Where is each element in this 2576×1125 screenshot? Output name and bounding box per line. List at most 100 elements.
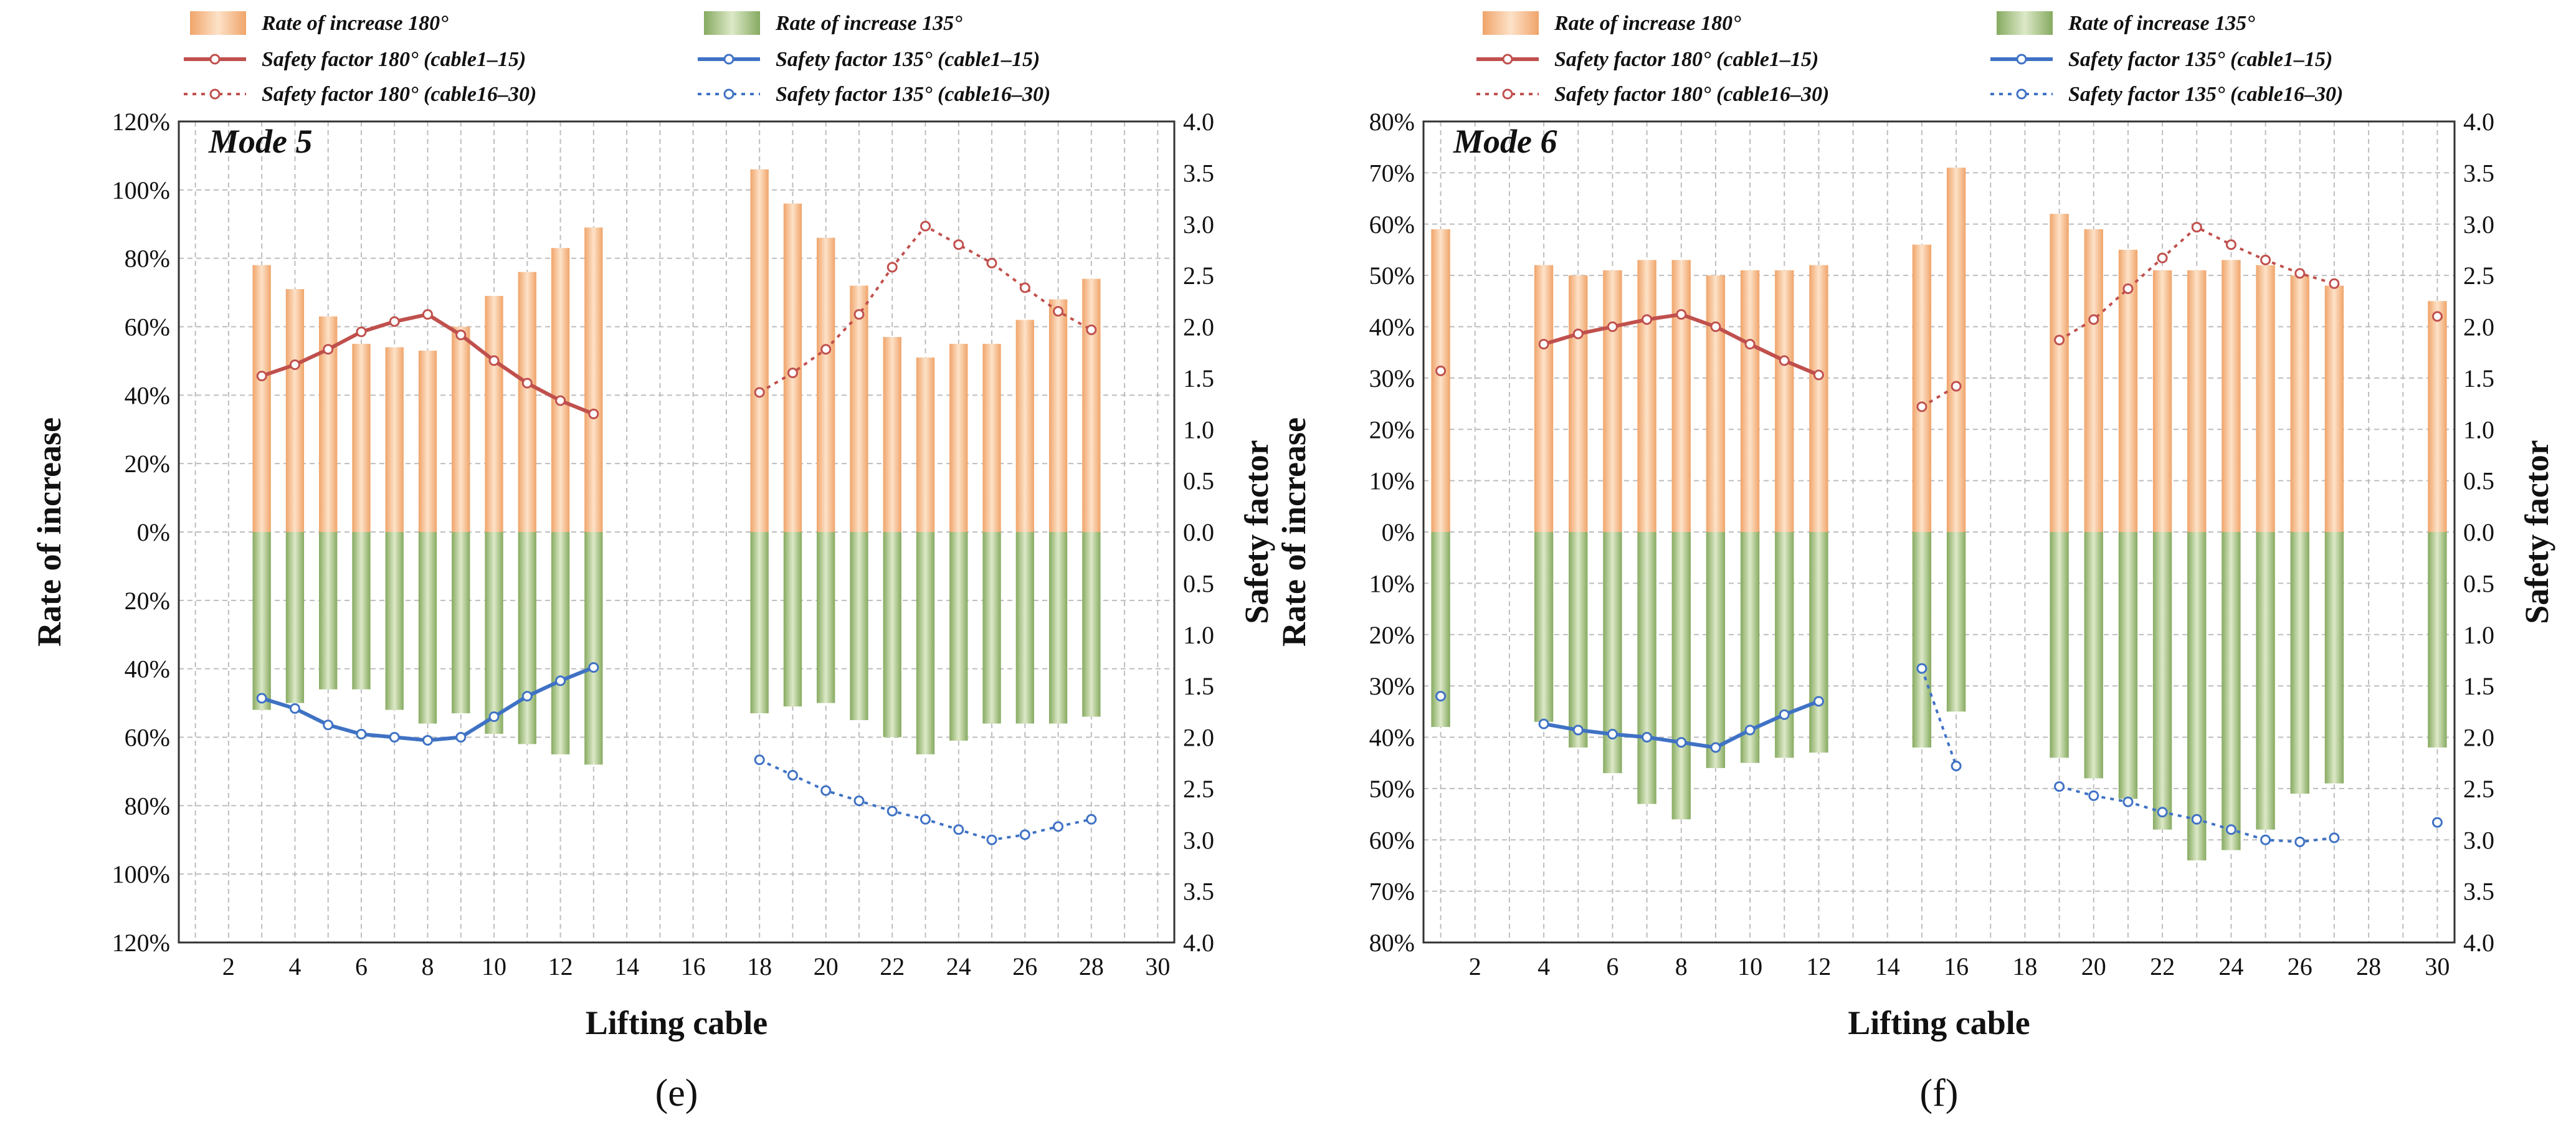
line-safety-135-cable16-30-point bbox=[1086, 814, 1097, 825]
line-safety-135-cable1-15-point bbox=[488, 711, 500, 723]
y-left-tick-label: 60% bbox=[125, 313, 170, 341]
bar-rate-180 bbox=[1015, 320, 1034, 532]
legend-swatch-marker bbox=[723, 54, 734, 65]
bar-rate-180 bbox=[1946, 168, 1966, 532]
y-right-tick-label: 0.5 bbox=[1183, 569, 1214, 597]
y-left-tick-label: 60% bbox=[1369, 826, 1415, 854]
bar-rate-180 bbox=[352, 343, 371, 532]
bar-rate-135 bbox=[2152, 532, 2172, 830]
bar-rate-180 bbox=[1637, 260, 1656, 532]
x-tick-label: 6 bbox=[1606, 952, 1618, 980]
chart-panel-f: 2 4 6 8 10 12 14 16 18 20 22 24 26 28 3080%70%60%50%40… bbox=[1275, 11, 2555, 1114]
bar-rate-180 bbox=[2222, 260, 2241, 532]
bar-rate-180 bbox=[2256, 265, 2275, 532]
mode-label: Mode 6 bbox=[1453, 123, 1557, 160]
line-safety-135-cable1-15-point bbox=[455, 732, 467, 743]
chart-panel-e: 2 4 6 8 10 12 14 16 18 20 22 24 26 28 30120%100%80%60%… bbox=[31, 11, 1275, 1114]
line-safety-180-cable16-30 bbox=[2058, 225, 2335, 341]
bar-rate-135 bbox=[1740, 532, 1760, 763]
y-left-tick-label: 120% bbox=[112, 929, 170, 957]
bar-rate-135 bbox=[252, 532, 271, 710]
x-tick-label: 24 bbox=[946, 952, 971, 980]
bar-rate-135 bbox=[2187, 532, 2207, 861]
bar-rate-180 bbox=[2118, 249, 2138, 532]
y-left-tick-label: 40% bbox=[1369, 313, 1415, 341]
bar-rate-135 bbox=[551, 532, 570, 754]
line-safety-180-cable16-30-point bbox=[1086, 324, 1097, 335]
x-tick-label: 24 bbox=[2218, 952, 2243, 980]
y-right-tick-label: 3.5 bbox=[2463, 878, 2494, 906]
x-axis-title: Lifting cable bbox=[1848, 1004, 2030, 1042]
line-safety-135-cable16-30-point bbox=[754, 754, 765, 766]
y-left-tick-label: 120% bbox=[112, 108, 170, 136]
x-tick-label: 8 bbox=[422, 952, 434, 980]
y-left-tick-label: 10% bbox=[1369, 467, 1415, 495]
line-safety-135-cable1-15-point bbox=[356, 729, 367, 740]
y-right-tick-label: 4.0 bbox=[1183, 929, 1214, 957]
legend-label: Safety factor 135° (cable1–15) bbox=[2068, 48, 2332, 71]
legend-label: Safety factor 180° (cable1–15) bbox=[262, 48, 526, 71]
bar-rate-135 bbox=[2084, 532, 2103, 779]
y-left-tick-label: 50% bbox=[1369, 775, 1415, 803]
legend-swatch-marker bbox=[209, 54, 221, 65]
bar-rate-135 bbox=[2222, 532, 2241, 850]
line-safety-135-cable1-15-point bbox=[1779, 709, 1790, 720]
line-safety-135-cable16-30-point bbox=[1951, 761, 1962, 772]
line-safety-135-cable16-30-point bbox=[2260, 834, 2271, 845]
bar-rate-180 bbox=[750, 169, 769, 533]
line-safety-180-cable1-15-point bbox=[1572, 328, 1584, 339]
line-safety-180-cable1-15-point bbox=[521, 377, 533, 389]
bar-rate-180 bbox=[551, 248, 570, 532]
line-safety-135-cable1-15-point bbox=[422, 734, 433, 746]
line-safety-135-cable16-30-point bbox=[2329, 832, 2340, 843]
y-left-tick-label: 100% bbox=[112, 176, 170, 204]
x-tick-label: 2 bbox=[1469, 952, 1481, 980]
line-safety-180-cable1-15-point bbox=[1435, 365, 1447, 376]
y-left-tick-label: 30% bbox=[1369, 672, 1415, 700]
panel-label: (e) bbox=[655, 1072, 698, 1114]
bar-rate-180 bbox=[883, 336, 901, 532]
bar-rate-135 bbox=[418, 532, 437, 724]
bar-rate-180 bbox=[1775, 270, 1794, 532]
y-right-tick-label: 3.0 bbox=[2463, 211, 2494, 239]
bar-rate-135 bbox=[2050, 532, 2069, 758]
y-left-tick-label: 80% bbox=[1369, 108, 1415, 136]
line-safety-135-cable16-30-point bbox=[820, 785, 832, 796]
y-left-tick-label: 100% bbox=[112, 860, 170, 888]
line-safety-180-cable1-15-point bbox=[323, 344, 334, 355]
mode-label: Mode 5 bbox=[208, 123, 312, 160]
y-left-tick-label: 50% bbox=[1369, 262, 1415, 290]
legend-swatch-bar bbox=[190, 11, 246, 35]
y-right-tick-label: 2.5 bbox=[2463, 775, 2494, 803]
y-right-tick-label: 3.0 bbox=[1183, 211, 1214, 239]
line-safety-180-cable16-30-point bbox=[2225, 239, 2236, 250]
y-left-tick-label: 0% bbox=[1382, 518, 1415, 546]
bar-rate-180 bbox=[485, 296, 503, 532]
line-safety-180-cable1-15-point bbox=[1538, 339, 1549, 350]
line-safety-180-cable16-30-point bbox=[2260, 254, 2271, 265]
y-left-tick-label: 80% bbox=[125, 245, 170, 273]
legend-swatch-bar bbox=[704, 11, 760, 35]
line-safety-180-cable16-30-point bbox=[2329, 278, 2340, 289]
y-left-axis-title: Rate of increase bbox=[1275, 417, 1313, 647]
y-left-tick-label: 70% bbox=[1369, 878, 1415, 906]
bar-rate-180 bbox=[1048, 299, 1068, 532]
y-left-tick-label: 20% bbox=[125, 450, 170, 478]
bar-rate-180 bbox=[2428, 301, 2447, 532]
x-tick-label: 16 bbox=[1944, 952, 1969, 980]
line-safety-135-cable1-15-point bbox=[389, 732, 400, 743]
x-tick-label: 8 bbox=[1675, 952, 1688, 980]
x-tick-label: 14 bbox=[1875, 952, 1900, 980]
line-safety-180-cable16-30-point bbox=[1053, 306, 1064, 317]
legend-swatch-marker bbox=[2016, 88, 2027, 100]
line-safety-180-cable16-30-point bbox=[853, 309, 865, 320]
bar-rate-135 bbox=[783, 532, 802, 707]
line-safety-180-cable16-30-point bbox=[1019, 282, 1030, 293]
bar-rate-180 bbox=[2324, 285, 2344, 532]
y-right-tick-label: 3.0 bbox=[1183, 826, 1214, 854]
line-safety-135-cable1-15-point bbox=[1607, 729, 1618, 740]
line-safety-180-cable16-30-point bbox=[2294, 268, 2306, 279]
y-right-tick-label: 2.5 bbox=[2463, 262, 2494, 290]
line-safety-135-cable1-15-point bbox=[1676, 737, 1687, 748]
y-right-tick-label: 1.0 bbox=[1183, 621, 1214, 649]
